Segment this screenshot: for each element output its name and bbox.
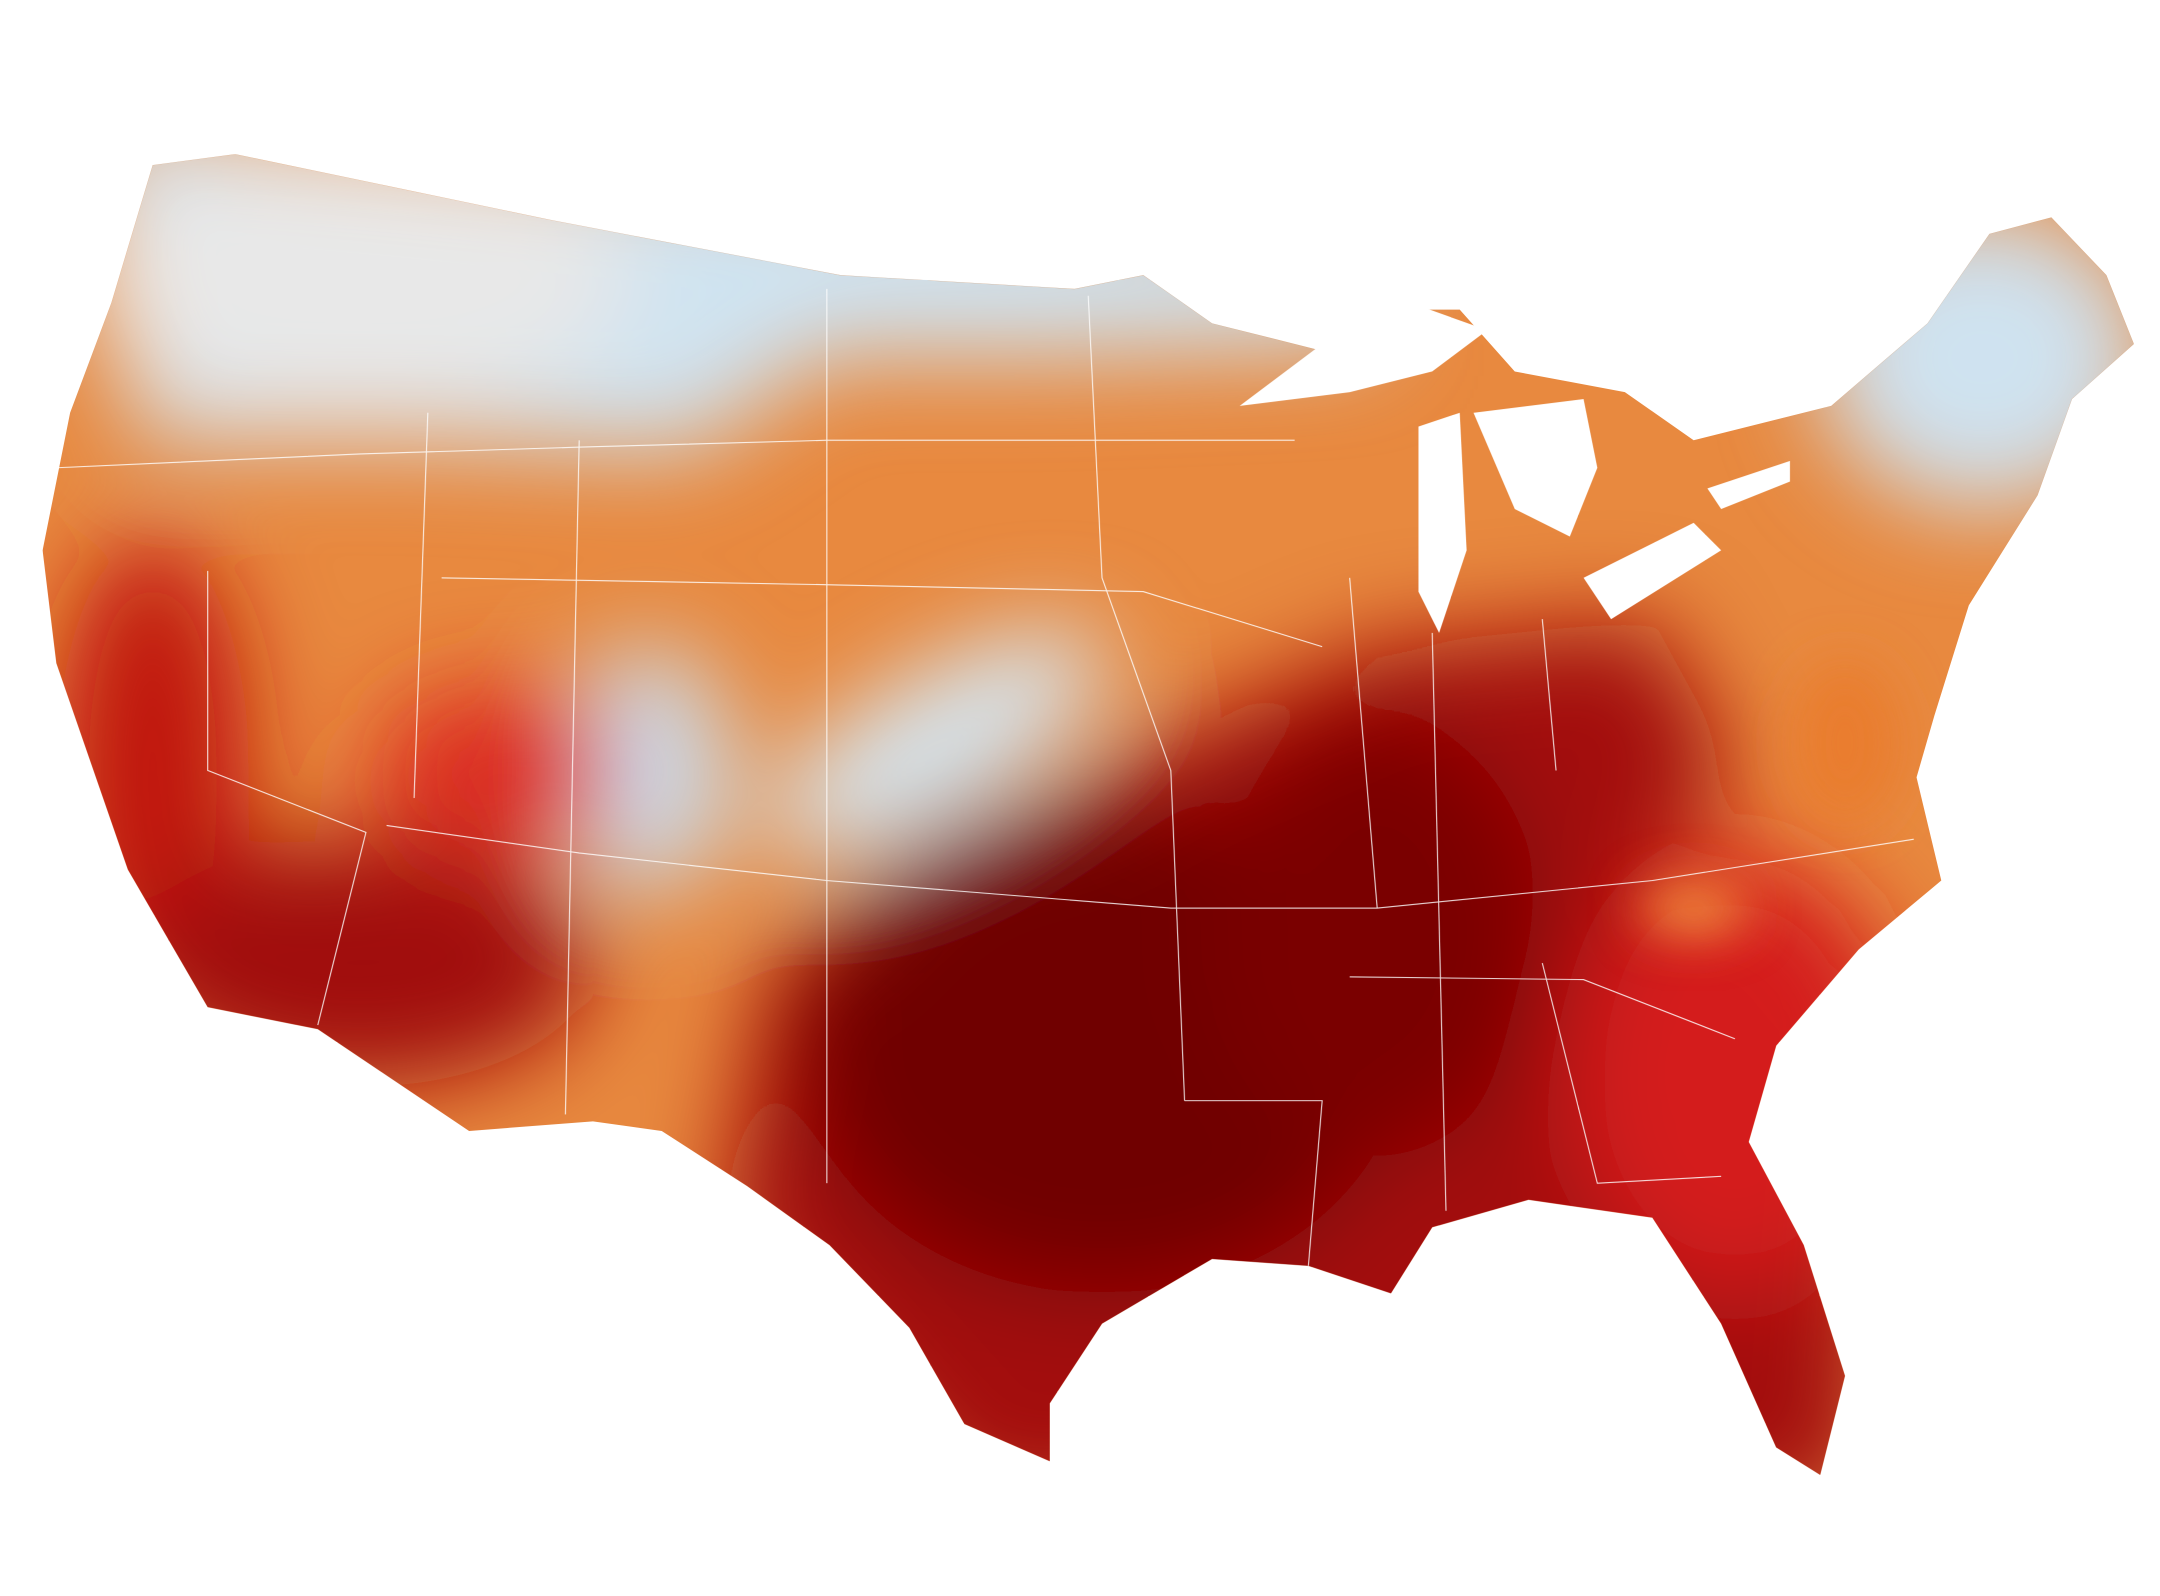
border: [386, 824, 1914, 909]
border: [1541, 962, 1722, 1184]
border: [1541, 619, 1557, 771]
cool-region: [565, 646, 731, 895]
cool-region: [83, 154, 635, 413]
border: [207, 570, 367, 1026]
warm-spot: [1789, 660, 1901, 826]
lake: [1239, 295, 1488, 406]
border: [564, 440, 580, 1115]
border: [1431, 632, 1447, 1211]
hot-region: [125, 839, 593, 1087]
border: [1349, 976, 1736, 1040]
highlight: [1638, 660, 1901, 936]
border: [1184, 1100, 1323, 1266]
lake: [1707, 460, 1790, 510]
border: [413, 412, 429, 799]
cool-region: [766, 629, 1108, 857]
cool-region: [1817, 206, 2134, 510]
lake: [1418, 412, 1467, 633]
border: [56, 439, 1295, 469]
great-lakes: [1239, 295, 1790, 633]
lake: [1473, 399, 1598, 537]
border: [441, 577, 1323, 648]
state-borders: [56, 288, 1914, 1266]
lake: [1583, 522, 1722, 620]
border: [1349, 577, 1378, 909]
hot-region: [1212, 715, 1543, 1156]
warm-spot: [1638, 880, 1749, 936]
border: [1087, 295, 1186, 1101]
hot-region: [372, 687, 621, 854]
